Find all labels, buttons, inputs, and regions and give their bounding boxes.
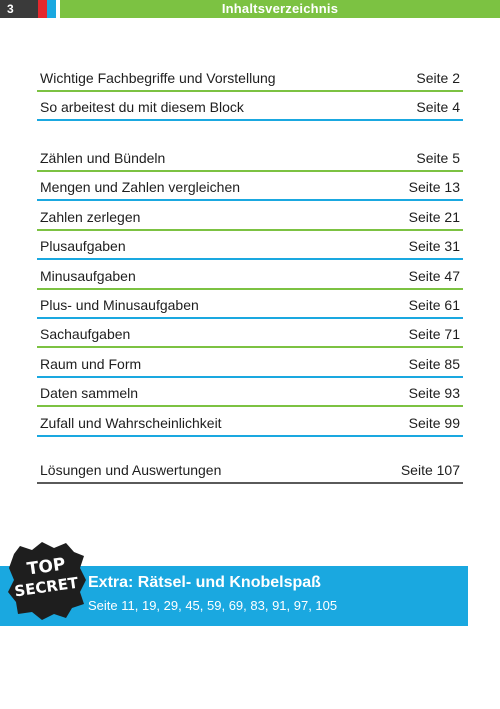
- toc-row: Mengen und Zahlen vergleichen Seite 13: [37, 175, 463, 202]
- page-header: 3 Inhaltsverzeichnis: [0, 0, 500, 18]
- toc-rule: [37, 119, 463, 122]
- toc-rule: [37, 482, 463, 484]
- toc-row: Plusaufgaben Seite 31: [37, 234, 463, 261]
- toc-label: Daten sammeln: [40, 385, 139, 402]
- toc-rule: [37, 170, 463, 172]
- toc-page: Seite 21: [408, 208, 460, 225]
- toc-page: Seite 5: [416, 150, 460, 166]
- toc-row: Lösungen und Auswertungen Seite 107: [37, 458, 463, 484]
- toc-rule: [37, 405, 463, 408]
- toc-row: Zählen und Bündeln Seite 5: [37, 146, 463, 172]
- header-stripe-blue: [47, 0, 56, 18]
- toc-page: Seite 2: [416, 70, 460, 86]
- extra-title: Extra: Rätsel- und Knobelspaß: [88, 574, 321, 591]
- toc-row: Wichtige Fachbegriffe und Vorstellung Sei…: [37, 66, 463, 92]
- toc-label: Zählen und Bündeln: [40, 150, 166, 166]
- toc-row: Zahlen zerlegen Seite 21: [37, 205, 463, 231]
- toc-label: Minusaufgaben: [40, 267, 136, 284]
- toc-label: Sachaufgaben: [40, 326, 131, 343]
- toc-page: Seite 31: [408, 238, 460, 255]
- toc-rule: [37, 375, 463, 378]
- toc-label: So arbeitest du mit diesem Block: [40, 99, 244, 116]
- extra-pages: Seite 11, 19, 29, 45, 59, 69, 83, 91, 97…: [88, 598, 338, 613]
- toc-rule: [37, 228, 463, 231]
- toc-row: Daten sammeln Seite 93: [37, 381, 463, 408]
- toc-page: Seite 99: [408, 414, 460, 431]
- toc-page: Seite 61: [408, 297, 460, 313]
- toc-label: Plus- und Minusaufgaben: [40, 297, 199, 313]
- toc-rule: [37, 346, 463, 349]
- toc-label: Raum und Form: [40, 355, 142, 372]
- toc-label: Zufall und Wahrscheinlichkeit: [40, 414, 222, 431]
- toc-page: Seite 85: [408, 355, 460, 372]
- toc-rule: [37, 199, 463, 202]
- page-number: 3: [0, 0, 38, 18]
- toc-page: Seite 93: [408, 385, 460, 402]
- toc-rule: [37, 287, 463, 290]
- toc-rule: [37, 258, 463, 261]
- toc-rule: [37, 90, 463, 92]
- page-title: Inhaltsverzeichnis: [60, 0, 500, 18]
- toc-row: Sachaufgaben Seite 71: [37, 322, 463, 349]
- header-stripe-red: [38, 0, 47, 18]
- toc-page: Seite 107: [400, 462, 460, 478]
- toc-row: Minusaufgaben Seite 47: [37, 264, 463, 290]
- toc-label: Wichtige Fachbegriffe und Vorstellung: [40, 70, 276, 86]
- toc-row: Raum und Form Seite 85: [37, 352, 463, 378]
- toc-row: Zufall und Wahrscheinlichkeit Seite 99: [37, 411, 463, 437]
- toc-label: Lösungen und Auswertungen: [40, 462, 222, 478]
- toc-page: Seite 4: [416, 99, 460, 116]
- toc-label: Zahlen zerlegen: [40, 208, 141, 225]
- toc-row: So arbeitest du mit diesem Block Seite 4: [37, 95, 463, 122]
- toc-page: Seite 13: [408, 179, 460, 196]
- toc-page: Seite 47: [408, 267, 460, 284]
- toc-rule: [37, 317, 463, 319]
- toc-row: Plus- und Minusaufgaben Seite 61: [37, 293, 463, 319]
- toc-rule: [37, 434, 463, 437]
- top-secret-badge-icon: TOP SECRET: [8, 542, 86, 620]
- toc-label: Mengen und Zahlen vergleichen: [40, 179, 241, 196]
- toc-page: Seite 71: [408, 326, 460, 343]
- toc-label: Plusaufgaben: [40, 238, 126, 255]
